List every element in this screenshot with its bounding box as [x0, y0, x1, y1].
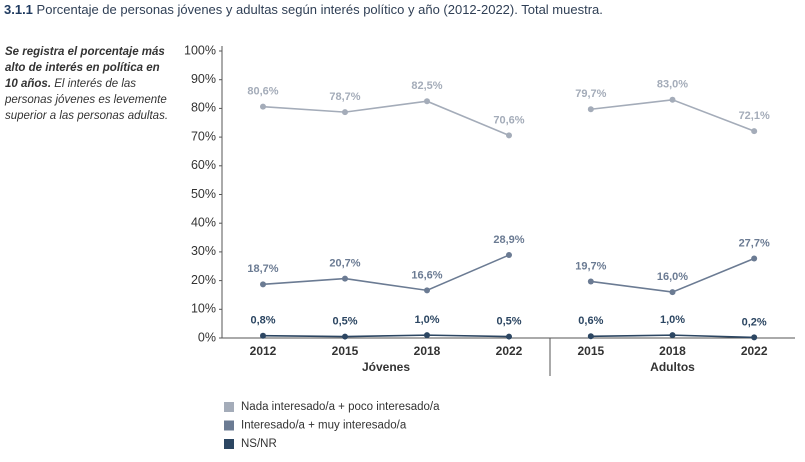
- group-label: Jóvenes: [362, 360, 410, 374]
- point: [424, 98, 430, 105]
- point: [751, 128, 758, 135]
- x-tick-label: 2022: [741, 344, 768, 358]
- y-tick-label: 40%: [191, 215, 216, 229]
- value-label: 78,7%: [329, 91, 360, 103]
- value-label: 0,2%: [742, 316, 767, 328]
- point: [669, 289, 676, 296]
- value-label: 80,6%: [247, 86, 278, 98]
- chart-title: Porcentaje de personas jóvenes y adultas…: [36, 2, 603, 17]
- point: [587, 278, 594, 285]
- point: [751, 334, 758, 341]
- value-label: 28,9%: [493, 234, 524, 246]
- y-tick-label: 60%: [191, 158, 216, 172]
- value-label: 83,0%: [657, 79, 688, 91]
- y-tick-label: 70%: [191, 129, 216, 143]
- point: [506, 252, 512, 259]
- point: [751, 255, 758, 262]
- value-label: 1,0%: [414, 314, 439, 326]
- value-label: 18,7%: [247, 263, 278, 275]
- point: [260, 103, 266, 110]
- point: [506, 333, 512, 340]
- title-block: 3.1.1 Porcentaje de personas jóvenes y a…: [4, 2, 603, 17]
- y-tick-label: 80%: [191, 101, 216, 115]
- value-label: 0,6%: [578, 315, 603, 327]
- x-tick-label: 2012: [250, 344, 277, 358]
- y-tick-label: 20%: [191, 273, 216, 287]
- point: [424, 287, 430, 294]
- value-label: 16,6%: [411, 269, 442, 281]
- value-label: 0,5%: [496, 315, 521, 327]
- point: [424, 332, 430, 339]
- point: [342, 109, 348, 116]
- series-line: [590, 98, 755, 132]
- x-tick-label: 2018: [414, 344, 441, 358]
- value-label: 79,7%: [575, 88, 606, 100]
- x-tick-label: 2022: [496, 344, 523, 358]
- point: [587, 333, 594, 340]
- y-tick-label: 0%: [198, 330, 216, 344]
- point: [669, 332, 676, 339]
- value-label: 1,0%: [660, 314, 685, 326]
- point: [669, 96, 676, 103]
- point: [342, 333, 348, 340]
- point: [260, 332, 266, 339]
- note-bold: Se registra el porcentaje más alto de in…: [5, 46, 165, 90]
- value-label: 72,1%: [739, 110, 770, 122]
- legend-label: Nada interesado/a + poco interesado/a: [241, 401, 440, 413]
- x-tick-label: 2015: [577, 344, 604, 358]
- legend-swatch: [224, 420, 234, 431]
- series-line: [262, 100, 510, 137]
- chart-number: 3.1.1: [4, 2, 33, 17]
- value-label: 19,7%: [575, 260, 606, 272]
- series-line: [262, 254, 510, 292]
- point: [587, 106, 594, 113]
- value-label: 20,7%: [329, 257, 360, 269]
- value-label: 70,6%: [493, 114, 524, 126]
- x-tick-label: 2018: [659, 344, 686, 358]
- legend-label: NS/NR: [241, 438, 277, 450]
- point: [506, 132, 512, 139]
- legend-label: Interesado/a + muy interesado/a: [241, 420, 407, 432]
- group-label: Adultos: [650, 360, 695, 374]
- y-tick-label: 50%: [191, 187, 216, 201]
- value-label: 27,7%: [739, 237, 770, 249]
- value-label: 0,8%: [250, 315, 275, 327]
- point: [342, 275, 348, 282]
- note-text: El interés de las personas jóvenes es le…: [5, 78, 169, 122]
- value-label: 82,5%: [411, 80, 442, 92]
- y-tick-label: 100%: [184, 43, 216, 57]
- x-tick-label: 2015: [332, 344, 359, 358]
- y-tick-label: 30%: [191, 244, 216, 258]
- y-tick-label: 90%: [191, 72, 216, 86]
- value-label: 0,5%: [332, 315, 357, 327]
- side-note: Se registra el porcentaje más alto de in…: [5, 44, 173, 124]
- legend-swatch: [224, 439, 234, 449]
- point: [260, 281, 266, 288]
- y-tick-label: 10%: [191, 302, 216, 316]
- legend-swatch: [224, 402, 234, 412]
- value-label: 16,0%: [657, 271, 688, 283]
- series-line: [262, 334, 510, 338]
